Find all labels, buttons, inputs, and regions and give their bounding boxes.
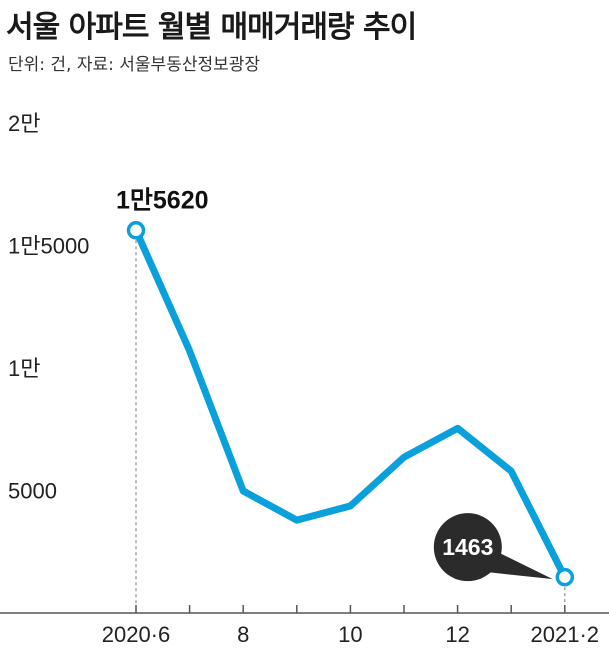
- x-tick-label: 8: [237, 622, 249, 647]
- last-value-label: 1463: [442, 534, 493, 560]
- data-point-marker: [555, 567, 575, 587]
- data-point-marker: [126, 221, 146, 240]
- peak-value-label: 1만5620: [116, 186, 209, 214]
- x-tick-label: 2020·6: [102, 622, 171, 647]
- bubble-pointer: [487, 553, 553, 580]
- x-tick-label: 12: [445, 622, 469, 647]
- y-tick-label: 5000: [8, 479, 57, 504]
- y-tick-label: 2만: [8, 111, 40, 136]
- x-tick-label: 2021·2: [531, 622, 600, 647]
- value-bubble: [433, 513, 502, 582]
- y-tick-label: 1만: [8, 356, 40, 381]
- chart-title: 서울 아파트 월별 매매거래량 추이: [6, 10, 417, 45]
- chart-source: 단위: 건, 자료: 서울부동산정보광장: [8, 55, 261, 75]
- y-tick-label: 1만5000: [8, 234, 89, 259]
- series-line: [132, 226, 569, 581]
- x-tick-label: 10: [338, 622, 362, 647]
